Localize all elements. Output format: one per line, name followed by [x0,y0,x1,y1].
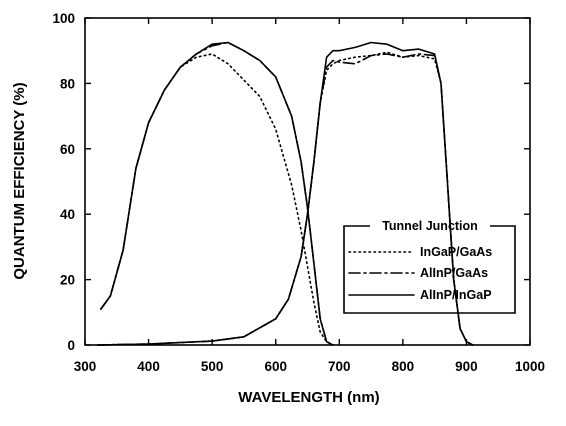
y-axis-ticks: 0 20 40 60 80 100 [52,11,530,353]
y-axis-title: QUANTUM EFFICIENCY (%) [11,82,28,279]
series-ingap-gaas-line-top-cell [100,53,334,346]
legend-box [343,225,516,314]
series-alinp-ingap-line-bottom-cell [96,41,474,346]
series-ingap-gaas-line-bottom-cell [96,51,474,346]
legend-title: Tunnel Junction [382,219,478,233]
y-tick-label: 40 [60,207,75,222]
x-axis-title: WAVELENGTH (nm) [238,389,379,406]
x-tick-label: 800 [392,359,415,374]
x-tick-label: 300 [74,359,97,374]
x-tick-label: 900 [455,359,478,374]
x-tick-label: 500 [201,359,224,374]
plot-frame [84,17,531,346]
y-tick-label: 0 [67,338,75,353]
legend-label-alinp-gaas: AlInP/GaAs [420,266,488,280]
y-tick-label: 60 [60,142,75,157]
series-alinp-ingap-line-top-cell [100,41,334,346]
y-tick-label: 20 [60,273,75,288]
x-tick-label: 700 [328,359,351,374]
plot-curves [96,41,474,346]
x-tick-label: 1000 [515,359,545,374]
x-tick-label: 400 [137,359,160,374]
x-tick-label: 600 [264,359,287,374]
legend-label-alinp-ingap: AlInP/InGaP [420,288,492,302]
y-tick-label: 100 [52,11,75,26]
x-axis-ticks: 300 400 500 600 700 800 900 1000 [74,18,545,374]
series-alinp-gaas-line-top-cell [100,41,334,346]
series-alinp-gaas-line-bottom-cell [96,53,474,346]
y-tick-label: 80 [60,76,75,91]
plot-border [84,17,531,346]
legend: Tunnel Junction InGaP/GaAs AlInP/GaAs Al… [343,219,516,314]
legend-label-ingap-gaas: InGaP/GaAs [420,245,492,259]
